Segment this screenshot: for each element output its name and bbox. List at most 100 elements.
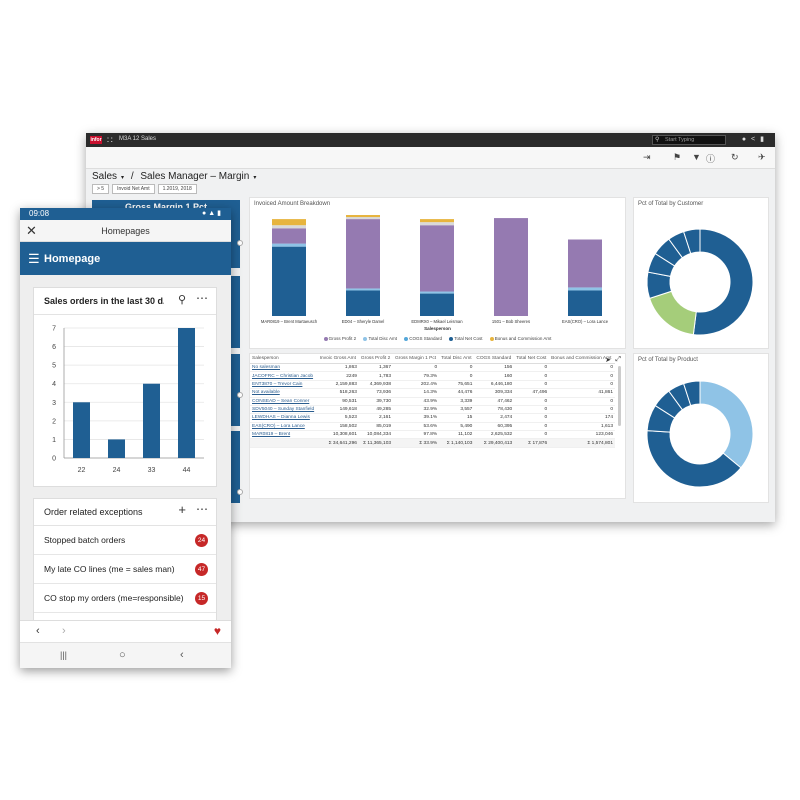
- table-row[interactable]: MAR0819 – Brent 10,308,601 10,084,334 97.8%…: [250, 430, 615, 440]
- column-header[interactable]: Invoic Gross Amt: [317, 354, 359, 364]
- home-icon[interactable]: ○: [119, 649, 126, 661]
- column-header[interactable]: Total Disc Amt: [439, 354, 475, 364]
- legend-item[interactable]: Total Disc Amt: [363, 336, 397, 341]
- salesperson-link[interactable]: LEWDHAS – Dianna Lewis: [250, 413, 318, 423]
- bar-segment[interactable]: [272, 243, 306, 247]
- page-title[interactable]: Sales Manager – Margin: [140, 171, 250, 182]
- breadcrumb-root[interactable]: Sales: [92, 171, 118, 182]
- bar-segment[interactable]: [568, 287, 602, 291]
- column-header[interactable]: Total Net Cost: [514, 354, 550, 364]
- donut-slice[interactable]: [646, 430, 742, 488]
- legend-item[interactable]: Bonus and Commission Amt: [489, 336, 551, 341]
- filter-icon[interactable]: ▼: [692, 152, 701, 162]
- resize-handle[interactable]: [237, 489, 243, 495]
- more-icon[interactable]: ⋯: [196, 502, 208, 516]
- pointer-icon[interactable]: ➤: [605, 357, 611, 364]
- bar-segment[interactable]: [494, 218, 528, 316]
- table-row[interactable]: No salesman 1,863 1,367 0 0 156 0 0: [250, 363, 615, 373]
- column-header[interactable]: Salesperson: [250, 354, 318, 364]
- table-row[interactable]: JACOFRC – Christian Jacob 2249 1,783 79.3% 0…: [250, 371, 615, 381]
- refresh-icon[interactable]: ↻: [731, 152, 739, 162]
- recent-apps-icon[interactable]: |||: [60, 650, 68, 660]
- bar-segment[interactable]: [346, 219, 380, 289]
- bar-segment[interactable]: [272, 219, 306, 226]
- donut-slice[interactable]: [682, 228, 701, 255]
- column-header[interactable]: COGS Standard: [474, 354, 515, 364]
- table-row[interactable]: Not available 518,263 73,936 14.3% 44,476 309…: [250, 388, 615, 398]
- bar-segment[interactable]: [346, 290, 380, 317]
- resize-handle[interactable]: [237, 240, 243, 246]
- donut-slice[interactable]: [648, 290, 697, 336]
- forward-arrow-icon[interactable]: ›: [62, 625, 66, 637]
- table-row[interactable]: SDV5040 – Sunday Stanfield 149,618 49,285 3…: [250, 405, 615, 415]
- search-icon[interactable]: ⚲: [177, 294, 186, 306]
- donut-slice[interactable]: [699, 380, 754, 469]
- share-icon[interactable]: ✈: [758, 152, 766, 162]
- donut-slice[interactable]: [692, 228, 754, 336]
- hamburger-menu-icon[interactable]: ☰: [28, 251, 40, 266]
- bar[interactable]: [108, 439, 125, 458]
- salesperson-link[interactable]: SDV5040 – Sunday Stanfield: [250, 405, 318, 415]
- add-icon[interactable]: +: [178, 502, 186, 517]
- exception-row[interactable]: Stopped batch orders 24: [34, 526, 216, 555]
- more-icon[interactable]: ⋯: [196, 291, 208, 305]
- chevron-down-icon[interactable]: ▾: [121, 175, 125, 181]
- user-icon[interactable]: ●: [741, 136, 752, 143]
- salesperson-link[interactable]: EAS(CRO) – Lora Lance: [250, 422, 318, 432]
- app-grid-icon[interactable]: ∷: [107, 135, 113, 145]
- bar-segment[interactable]: [420, 293, 454, 316]
- bookmark-icon[interactable]: ⚑: [673, 152, 682, 162]
- bar[interactable]: [178, 328, 195, 458]
- bar-segment[interactable]: [568, 239, 602, 288]
- table-row[interactable]: EAS(CRO) – Lora Lance 158,502 85,019 53.6% 5…: [250, 422, 615, 432]
- column-header[interactable]: Bonus and Commission Amt: [549, 354, 615, 364]
- close-icon[interactable]: ✕: [26, 223, 37, 238]
- filter-chip[interactable]: > 5: [92, 184, 110, 194]
- donut-slice[interactable]: [682, 380, 701, 407]
- salesperson-link[interactable]: Not available: [250, 388, 318, 398]
- column-header[interactable]: Gross Profit 2: [358, 354, 394, 364]
- column-header[interactable]: Gross Margin 1 Pct: [393, 354, 440, 364]
- bar[interactable]: [73, 402, 90, 458]
- bar-segment[interactable]: [272, 228, 306, 244]
- bar-segment[interactable]: [346, 217, 380, 220]
- bar[interactable]: [143, 383, 160, 458]
- exception-row[interactable]: CO stop my orders (me=responsible) 15: [34, 584, 216, 613]
- bar-segment[interactable]: [420, 225, 454, 292]
- table-row[interactable]: CONSEAD – Sean Conner 90,531 39,730 43.9% 3,…: [250, 397, 615, 406]
- legend-item[interactable]: Gross Profit 2: [323, 336, 356, 341]
- global-search-input[interactable]: ⚲ Start Typing: [652, 135, 726, 145]
- info-icon[interactable]: ⓘ: [706, 154, 716, 164]
- bar-segment[interactable]: [420, 219, 454, 223]
- share-icon[interactable]: <: [751, 136, 761, 143]
- salesperson-link[interactable]: CONSEAD – Sean Conner: [250, 397, 318, 406]
- expand-icon[interactable]: ⤢: [615, 356, 621, 363]
- filter-chip[interactable]: 1.2019, 2018: [157, 184, 197, 194]
- salesperson-link[interactable]: ENT3870 – Trevor Cain: [250, 380, 318, 390]
- bar-segment[interactable]: [420, 222, 454, 226]
- bar-segment[interactable]: [420, 291, 454, 294]
- export-icon[interactable]: ⇥: [643, 152, 651, 162]
- table-row[interactable]: ENT3870 – Trevor Cain 2,159,883 4,369,938 2…: [250, 380, 615, 390]
- scrollbar[interactable]: [618, 366, 621, 426]
- table-row[interactable]: LEWDHAS – Dianna Lewis 5,523 2,161 39.1% 15 2…: [250, 413, 615, 423]
- salesperson-link[interactable]: JACOFRC – Christian Jacob: [250, 371, 318, 381]
- exception-row[interactable]: My late CO lines (me = sales man) 47: [34, 555, 216, 584]
- back-icon[interactable]: ‹: [180, 649, 184, 661]
- legend-item[interactable]: Total Net Cost: [449, 336, 483, 341]
- heart-icon[interactable]: ♥: [213, 624, 221, 638]
- app-logo[interactable]: infor: [90, 136, 102, 144]
- bar-segment[interactable]: [346, 288, 380, 291]
- bar-segment[interactable]: [568, 290, 602, 317]
- salesperson-link[interactable]: No salesman: [250, 363, 318, 373]
- bar-segment[interactable]: [346, 215, 380, 218]
- salesperson-link[interactable]: MAR0819 – Brent: [250, 430, 318, 440]
- resize-handle[interactable]: [237, 392, 243, 398]
- bar-segment[interactable]: [272, 225, 306, 229]
- filter-chip[interactable]: Invoid Net Amt: [112, 184, 155, 194]
- chevron-down-icon[interactable]: ▾: [253, 175, 257, 181]
- bar-segment[interactable]: [272, 246, 306, 316]
- legend-item[interactable]: COGS Standard: [404, 336, 442, 341]
- back-arrow-icon[interactable]: ‹: [36, 625, 40, 637]
- bookmark-icon[interactable]: ▮: [760, 136, 769, 143]
